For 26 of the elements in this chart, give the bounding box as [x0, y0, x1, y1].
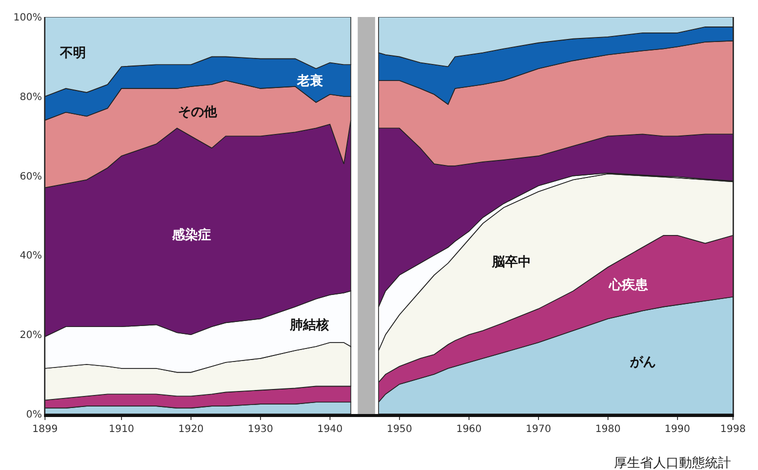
series-label: 心疾患: [608, 277, 649, 293]
x-tick-label: 1930: [248, 424, 274, 435]
x-tick-label: 1990: [664, 424, 690, 435]
series-label: がん: [629, 355, 656, 370]
text: 厚生省人口動態統計: [614, 456, 731, 470]
x-tick-label: 1998: [720, 424, 746, 435]
series-label: 老衰: [296, 73, 323, 89]
y-tick-label: 0%: [26, 410, 42, 420]
x-tick-label: 1980: [595, 424, 621, 435]
y-tick-label: 20%: [20, 330, 42, 342]
y-tick-label: 40%: [20, 250, 42, 262]
x-tick-label: 1940: [317, 424, 343, 435]
series-label: 不明: [59, 46, 86, 61]
x-tick-label: 1920: [178, 424, 204, 435]
x-tick-label: 1960: [456, 424, 482, 435]
y-tick-label: 100%: [13, 12, 42, 24]
series-label: 感染症: [171, 227, 211, 243]
x-tick-label: 1899: [32, 424, 58, 435]
series-label: その他: [178, 105, 218, 120]
series-label: 肺結核: [289, 317, 329, 333]
x-tick-label: 1970: [526, 424, 552, 435]
x-tick-label: 1910: [108, 424, 134, 435]
y-tick-label: 60%: [20, 171, 42, 182]
y-tick-label: 80%: [20, 92, 42, 103]
x-tick-label: 1950: [386, 424, 412, 435]
series-label: 脳卒中: [491, 254, 531, 270]
